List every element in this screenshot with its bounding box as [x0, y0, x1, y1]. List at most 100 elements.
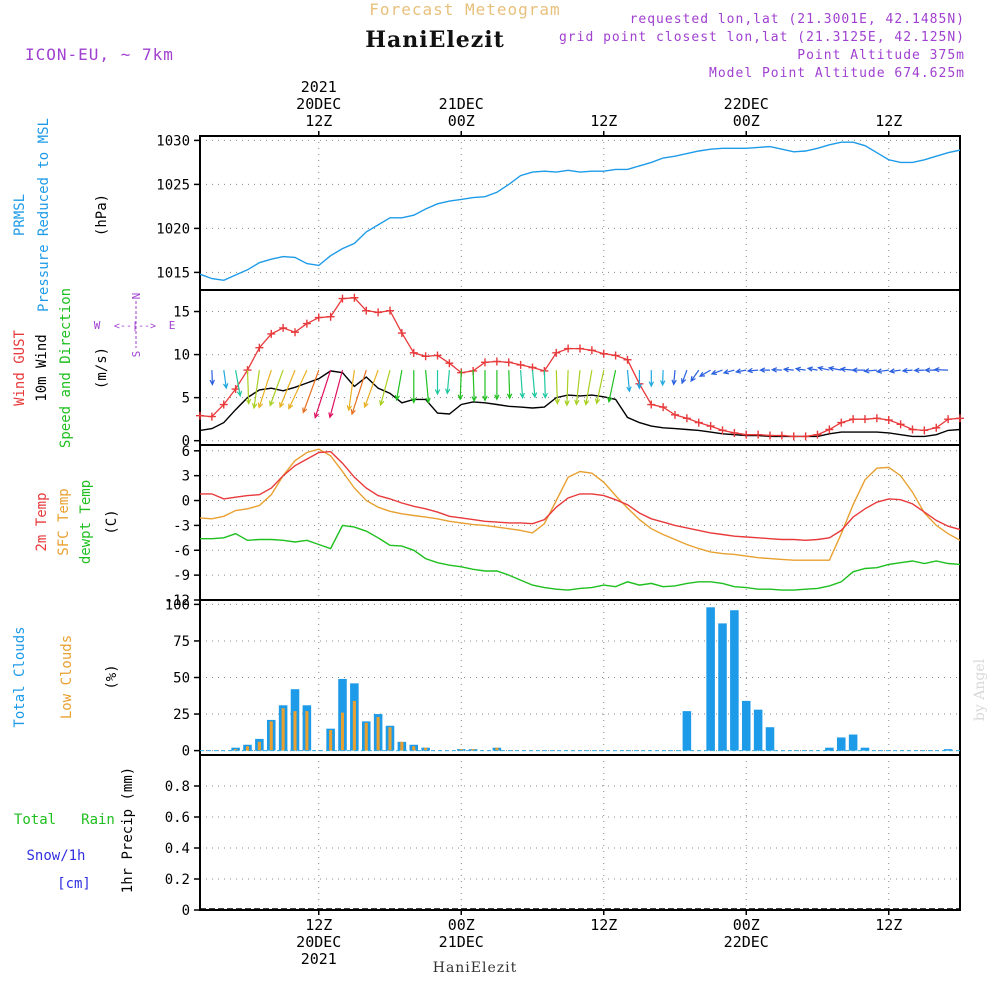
wind-direction-arrow — [913, 367, 925, 373]
wind-direction-arrow — [770, 367, 782, 373]
top-axis-label: 22DEC — [724, 95, 769, 113]
wind-gust-marker — [302, 319, 311, 328]
wind-gust-marker — [516, 360, 525, 369]
wind-gust-marker — [386, 306, 394, 315]
pressure-frame — [199, 135, 961, 291]
compass-south: S — [130, 351, 143, 358]
low-clouds-bar — [352, 700, 356, 751]
precip-ytick-label: 0 — [182, 903, 190, 919]
wind-unit-label: (m/s) — [94, 347, 110, 389]
low-clouds-bar — [400, 741, 404, 751]
wind-gust-marker — [671, 410, 679, 419]
wind-direction-arrow — [671, 370, 677, 386]
top-axis-label: 12Z — [875, 112, 902, 130]
precip-ytick-label: 0.6 — [165, 810, 190, 826]
wind-direction-arrow — [794, 366, 806, 372]
wind-gust-marker — [504, 358, 513, 367]
low-clouds-label: Low Clouds — [59, 635, 75, 719]
total-label: Total — [14, 812, 56, 828]
pressure-msl-label: Pressure Reduced to MSL — [36, 118, 52, 312]
bottom-axis-label: 00Z — [733, 916, 760, 934]
wind-direction-arrow — [257, 369, 272, 409]
clouds-ytick-label: 75 — [173, 634, 190, 650]
credit-text: by Angel — [972, 658, 988, 721]
low-clouds-bar — [281, 708, 285, 751]
wind-ytick-label: 10 — [173, 348, 190, 364]
pressure-series-prmsl — [200, 141, 960, 282]
model-name: ICON-EU, ~ 7km — [25, 45, 174, 64]
wind-direction-arrow — [245, 370, 252, 405]
wind-direction-arrow — [690, 369, 700, 383]
wind-direction-arrow — [506, 370, 513, 400]
wind-panel: 0 5 10 15 — [173, 289, 964, 450]
pressure-ytick-label: 1030 — [156, 133, 190, 149]
compass-north: N — [130, 293, 143, 300]
low-clouds-bar — [376, 716, 380, 751]
wind-direction-arrow — [346, 370, 355, 412]
pressure-unit-label: (hPa) — [94, 194, 110, 236]
wind-direction-arrow — [901, 367, 913, 374]
bottom-axis-label: 2021 — [301, 950, 337, 968]
precip-panel: 0 0.2 0.4 0.6 0.8 — [165, 754, 961, 919]
temperature-series-dewpt-temp — [200, 524, 960, 591]
wind-gust-marker — [374, 308, 383, 317]
top-axis-label: 21DEC — [439, 95, 484, 113]
temp-unit-label: (C) — [104, 509, 120, 534]
wind-gust-marker — [825, 425, 834, 434]
clouds-unit-label: (%) — [104, 664, 120, 689]
wind-gust-marker — [599, 349, 608, 358]
pressure-ytick-label: 1025 — [156, 177, 190, 193]
bottom-axis-label: 12Z — [590, 916, 617, 934]
top-axis-label: 2021 — [301, 78, 337, 96]
wind-direction-arrow — [564, 370, 570, 407]
total-clouds-bar — [848, 734, 858, 751]
wind-direction-arrow — [279, 369, 296, 409]
wind-gust-marker — [279, 323, 288, 332]
wind-gust-marker — [682, 414, 691, 423]
wind-gust-marker — [766, 431, 774, 440]
wind-direction-arrow — [839, 366, 854, 373]
wind-direction-arrow — [223, 370, 229, 390]
clouds-ytick-label: 25 — [173, 707, 190, 723]
wind-direction-arrow — [482, 370, 488, 402]
wind-gust-marker — [576, 344, 584, 353]
wind-gust-marker — [932, 423, 941, 432]
compass-east: E — [169, 319, 176, 332]
low-clouds-bar — [234, 749, 238, 751]
wind-direction-arrow — [746, 367, 759, 374]
top-axis-label: 20DEC — [296, 95, 341, 113]
wind-gust-marker — [730, 428, 739, 437]
wind-direction-arrow — [759, 367, 770, 373]
clouds-panel: 0 25 50 75 100 — [165, 597, 961, 760]
wind-gust-marker — [861, 415, 869, 424]
low-clouds-bar — [388, 727, 392, 751]
wind-gust-marker — [409, 348, 418, 357]
wind-gust-marker — [350, 293, 359, 302]
precip-frame — [199, 754, 961, 911]
wind-direction-arrow — [851, 367, 865, 373]
wind-direction-arrow — [554, 370, 560, 406]
compass-rose: N S W E <--|--> — [94, 293, 176, 358]
wind-gust-marker — [231, 385, 240, 394]
wind-series-10m-wind — [200, 370, 960, 438]
wind-direction-arrow — [302, 369, 320, 414]
wind-direction-arrow — [698, 369, 711, 377]
total-clouds-bar — [718, 623, 727, 751]
wind-direction-arrow — [782, 366, 794, 373]
temperature-ytick-label: 3 — [182, 469, 190, 485]
wind-gust-marker — [481, 358, 489, 367]
wind-gust-marker — [219, 400, 228, 409]
location-name: HaniElezit — [365, 27, 505, 53]
wind-gust-marker — [196, 411, 204, 420]
requested-coordinates: requested lon,lat (21.3001E, 42.1485N) — [630, 12, 965, 27]
wind-gust-marker — [849, 415, 858, 424]
wind-direction-arrow — [209, 370, 215, 386]
wind-gust-marker — [837, 418, 846, 427]
low-clouds-bar — [364, 722, 368, 751]
total-clouds-bar — [706, 607, 715, 751]
low-clouds-bar — [459, 749, 463, 751]
wind-gust-marker — [314, 313, 323, 322]
wind-gust-marker — [587, 346, 596, 355]
snow-label: Snow/1h — [26, 848, 85, 864]
